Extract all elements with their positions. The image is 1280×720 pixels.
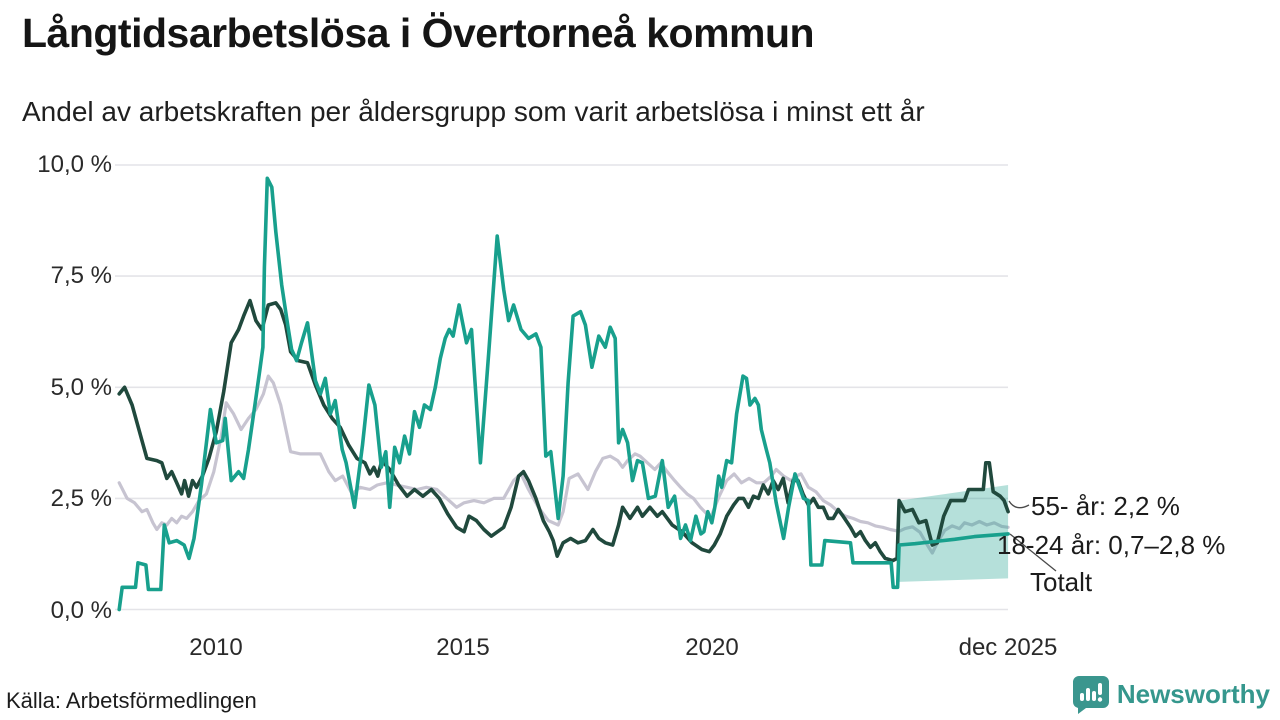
series-line-55- år [117, 298, 1010, 563]
newsworthy-logo-text: Newsworthy [1116, 679, 1270, 709]
x-tick-label-2015: 2015 [436, 634, 490, 661]
annotation-18-24: 18-24 år: 0,7–2,8 % [997, 530, 1226, 560]
annotation-totalt: Totalt [1030, 567, 1093, 597]
series-line-Totalt [117, 374, 1010, 555]
x-tick-label-2020: 2020 [685, 634, 739, 661]
leader-line-55-plus [1008, 500, 1030, 509]
y-tick-label-2-5: 2,5 % [50, 485, 112, 512]
y-tick-label-0: 0,0 % [50, 597, 112, 624]
newsworthy-speech-bubble-chart-icon [1072, 675, 1110, 714]
leader-line-totalt [1009, 533, 1057, 572]
chart-subtitle: Andel av arbetskraften per åldersgrupp s… [22, 96, 925, 127]
annotation-55-plus: 55- år: 2,2 % [1031, 491, 1180, 521]
newsworthy-logo[interactable]: Newsworthy [1072, 675, 1270, 714]
source-credit: Källa: Arbetsförmedlingen [6, 688, 257, 713]
x-tick-label-dec-2025: dec 2025 [958, 634, 1058, 661]
page-title: Långtidsarbetslösa i Övertorneå kommun [22, 10, 815, 56]
uncertainty-band-18-24 [899, 485, 1009, 582]
y-tick-label-5: 5,0 % [50, 374, 112, 401]
series-line-18-24 år [117, 176, 1010, 612]
y-tick-label-10: 10,0 % [37, 151, 112, 178]
x-tick-label-2010: 2010 [189, 634, 243, 661]
y-tick-label-7-5: 7,5 % [50, 262, 112, 289]
